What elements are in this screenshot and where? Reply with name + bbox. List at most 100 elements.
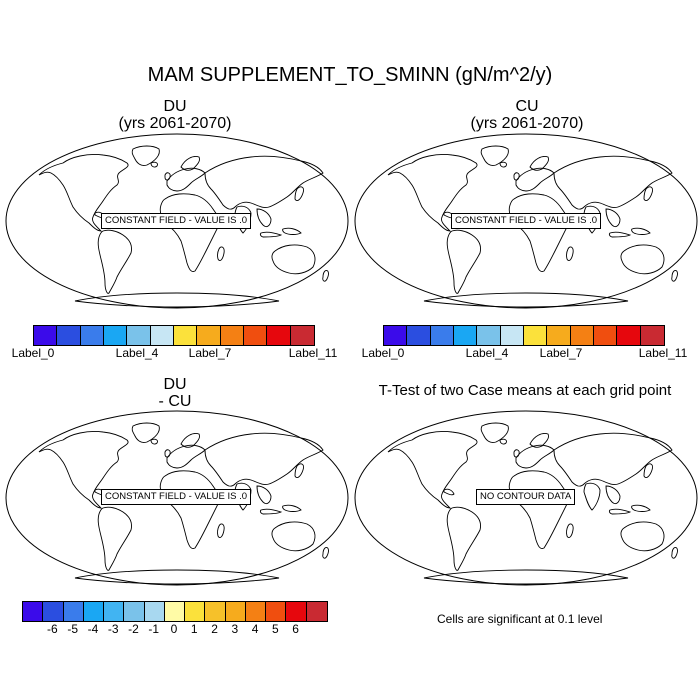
colorbar-label: 0 (170, 622, 178, 636)
colorbar-label: 1 (190, 622, 198, 636)
colorbar-swatch (225, 602, 246, 621)
colorbar-label: -2 (128, 622, 139, 636)
colorbar-label: Label_11 (638, 346, 688, 360)
coastline (217, 523, 225, 539)
coastline (322, 270, 329, 282)
colorbar-swatch (80, 326, 104, 345)
colorbar-du (33, 325, 315, 346)
coastline (271, 244, 316, 275)
colorbar-label: 3 (231, 622, 239, 636)
colorbar-label: 6 (292, 622, 299, 636)
coastline (282, 227, 302, 235)
colorbar-label: -5 (67, 622, 78, 636)
coastline (150, 161, 158, 168)
coastline (423, 292, 629, 308)
constant-field-box: CONSTANT FIELD - VALUE IS .0 (451, 213, 602, 229)
coastline (387, 154, 478, 232)
coastline (583, 482, 601, 511)
panel-title-line2: - CU (158, 393, 192, 410)
coastline (74, 569, 280, 585)
colorbar-label: -1 (148, 622, 160, 636)
coastline (234, 482, 252, 511)
coastline (566, 246, 574, 262)
coastline (620, 521, 665, 552)
colorbar-swatch (290, 326, 314, 345)
colorbar-swatch (220, 326, 244, 345)
coastline (583, 205, 601, 234)
coastline (131, 422, 160, 443)
coastline (671, 270, 678, 282)
colorbar-swatch (267, 326, 291, 345)
coastline (423, 569, 629, 585)
constant-field-box: CONSTANT FIELD - VALUE IS .0 (101, 489, 252, 505)
significance-note: Cells are significant at 0.1 level (437, 612, 603, 626)
colorbar-swatch (477, 326, 501, 345)
colorbar-swatch (617, 326, 641, 345)
colorbar-label: 4 (251, 622, 259, 636)
colorbar-label: Label_0 (361, 346, 405, 360)
panel-title-diff: DU - CU (60, 376, 290, 410)
coastline (294, 186, 304, 202)
colorbar-swatch (63, 602, 84, 621)
coastline (553, 155, 673, 210)
coastline (259, 231, 283, 238)
coastline (322, 547, 329, 559)
colorbar-swatch (547, 326, 571, 345)
coastline (499, 161, 507, 168)
colorbar-cu (383, 325, 665, 346)
coastline (643, 186, 653, 202)
coastline (97, 506, 132, 571)
coastline (608, 231, 632, 238)
panel-title-ttest: T-Test of two Case means at each grid po… (378, 382, 672, 399)
colorbar-swatch (34, 326, 58, 345)
colorbar-swatch (23, 602, 44, 621)
panel-title-line2: (yrs 2061-2070) (118, 115, 232, 132)
colorbar-swatch (453, 326, 478, 345)
coastline (271, 521, 316, 552)
coastline (259, 508, 283, 515)
coastline (529, 156, 549, 171)
colorbar-label: Label_4 (115, 346, 159, 360)
panel-title-line1: DU (163, 376, 187, 393)
colorbar-swatch (286, 602, 307, 621)
coastline (631, 504, 651, 512)
colorbar-swatch (266, 602, 287, 621)
coastline (204, 432, 324, 487)
colorbar-swatch (430, 326, 454, 345)
colorbar-diff (22, 601, 328, 622)
coastline (605, 208, 621, 228)
coastline (631, 227, 651, 235)
panel-title-line1: CU (515, 98, 539, 115)
coastline (446, 229, 481, 294)
coastline (97, 229, 132, 294)
coastline (480, 422, 509, 443)
colorbar-swatch (593, 326, 618, 345)
colorbar-swatch (127, 326, 151, 345)
colorbar-swatch (173, 326, 198, 345)
coastline (38, 431, 129, 509)
coastline (38, 154, 129, 232)
colorbar-swatch (523, 326, 548, 345)
colorbar-swatch (197, 326, 221, 345)
coastline (605, 485, 621, 505)
panel-title-line1: DU (163, 98, 187, 115)
main-title: MAM SUPPLEMENT_TO_SMINN (gN/m^2/y) (147, 64, 553, 86)
panel-title-du: DU (yrs 2061-2070) (60, 98, 290, 132)
coastline (446, 506, 481, 571)
coastline (387, 431, 478, 509)
coastline (164, 172, 171, 181)
colorbar-swatch (43, 602, 64, 621)
coastline (131, 145, 160, 166)
colorbar-swatch (407, 326, 431, 345)
colorbar-label: Label_0 (11, 346, 55, 360)
coastline (443, 488, 455, 496)
colorbar-swatch (245, 602, 267, 621)
coastline (282, 504, 302, 512)
coastline (217, 246, 225, 262)
no-contour-data-box: NO CONTOUR DATA (476, 489, 576, 505)
coastline (671, 547, 678, 559)
coastline (180, 156, 200, 171)
coastline (513, 172, 520, 181)
constant-field-box: CONSTANT FIELD - VALUE IS .0 (101, 213, 252, 229)
colorbar-swatch (243, 326, 268, 345)
